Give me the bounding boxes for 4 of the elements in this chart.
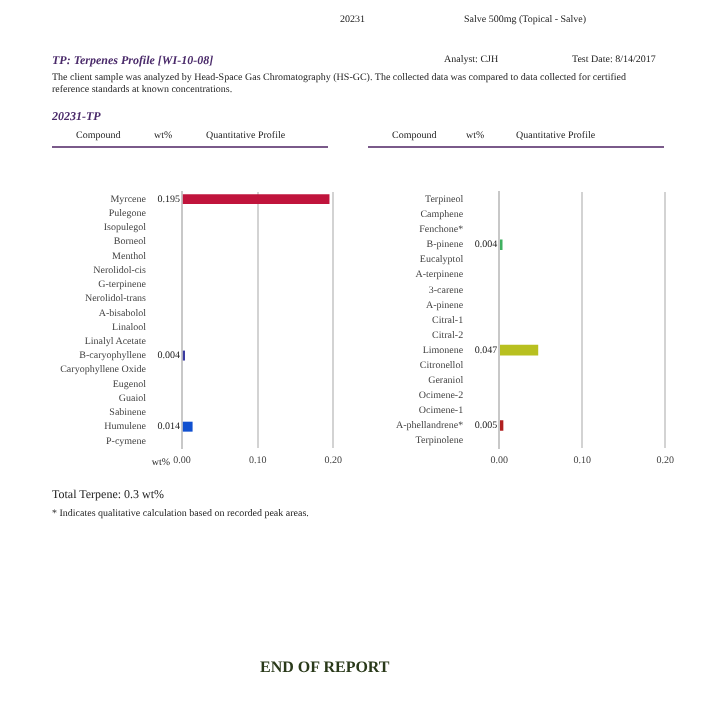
text: END OF REPORT: [260, 658, 390, 678]
bar: [182, 194, 330, 205]
bar: [182, 421, 193, 432]
bar: [499, 344, 539, 356]
